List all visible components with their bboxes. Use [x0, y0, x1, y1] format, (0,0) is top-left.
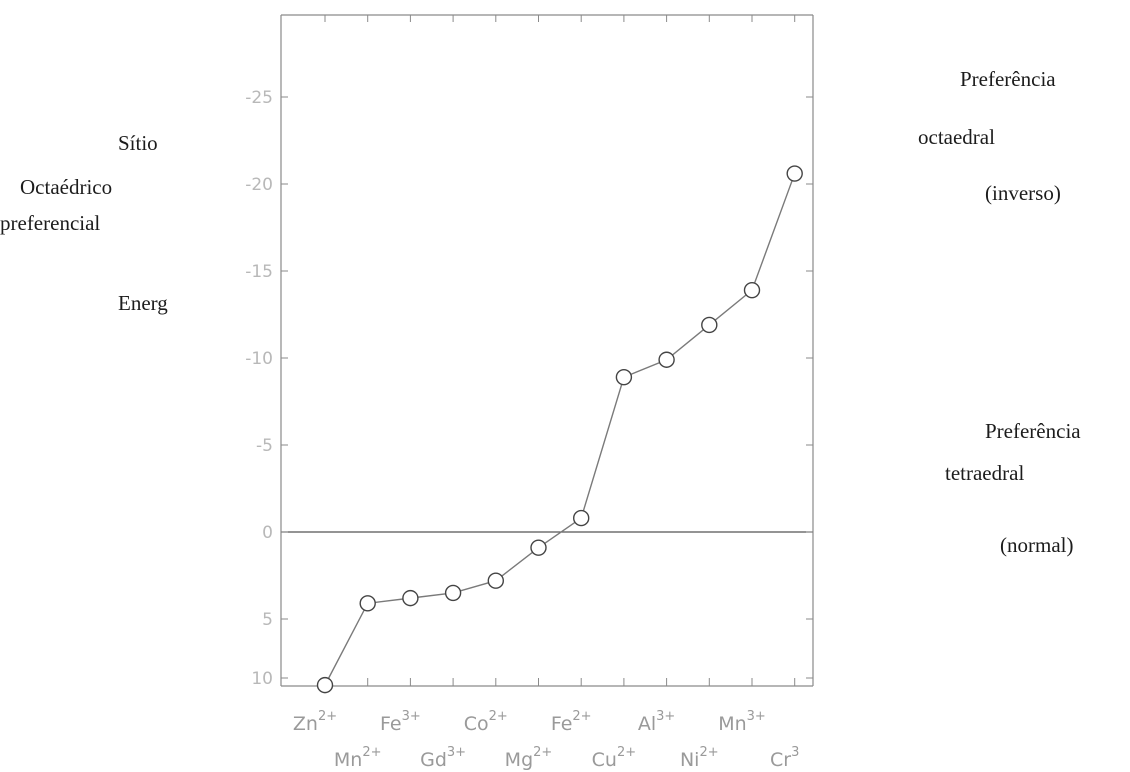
data-point — [658, 351, 675, 368]
x-category-label: Mg2+ — [505, 745, 553, 771]
y-tick-label: -10 — [245, 349, 273, 369]
x-category-label: Cr3 — [770, 745, 799, 771]
y-tick-label: 0 — [262, 523, 273, 543]
x-category-label: Fe3+ — [380, 709, 421, 735]
data-point — [402, 589, 419, 607]
x-category-label: Gd3+ — [420, 745, 466, 771]
y-tick-label: 10 — [251, 669, 273, 689]
data-point — [487, 572, 504, 589]
data-point — [743, 281, 761, 299]
data-point — [359, 595, 376, 612]
data-point — [573, 509, 590, 527]
left-label-line1: Sítio — [118, 131, 158, 155]
x-category-label: Mn3+ — [718, 709, 766, 735]
data-point — [444, 584, 462, 602]
right-top-label-line2: octaedral — [918, 125, 995, 149]
x-category-label: Zn2+ — [293, 709, 337, 735]
x-category-label: Ni2+ — [680, 745, 719, 771]
data-point — [786, 165, 803, 182]
x-category-label: Al3+ — [638, 709, 675, 735]
left-label-line3: preferencial — [0, 211, 101, 235]
right-bottom-label-line1: Preferência — [985, 419, 1081, 443]
data-point — [701, 316, 718, 334]
right-bottom-label-line2: tetraedral — [945, 461, 1025, 485]
x-category-label: Cu2+ — [592, 745, 636, 771]
data-point — [316, 676, 334, 694]
y-tick-label: -5 — [256, 436, 273, 456]
data-point — [530, 539, 547, 556]
y-tick-label: 5 — [262, 610, 273, 630]
x-category-label: Co2+ — [464, 709, 508, 735]
right-bottom-label-line3: (normal) — [1000, 533, 1074, 557]
right-top-label-line1: Preferência — [960, 67, 1056, 91]
y-tick-label: -25 — [245, 88, 273, 108]
x-category-label: Mn2+ — [334, 745, 382, 771]
series-line — [324, 173, 796, 686]
data-point — [615, 368, 633, 386]
right-top-label-line3: (inverso) — [985, 181, 1061, 205]
y-tick-label: -20 — [245, 175, 273, 195]
left-label-line2: Octaédrico — [20, 175, 113, 199]
y-tick-label: -15 — [245, 262, 273, 282]
left-label-line4: Energ — [118, 291, 168, 315]
x-category-label: Fe2+ — [551, 709, 592, 735]
